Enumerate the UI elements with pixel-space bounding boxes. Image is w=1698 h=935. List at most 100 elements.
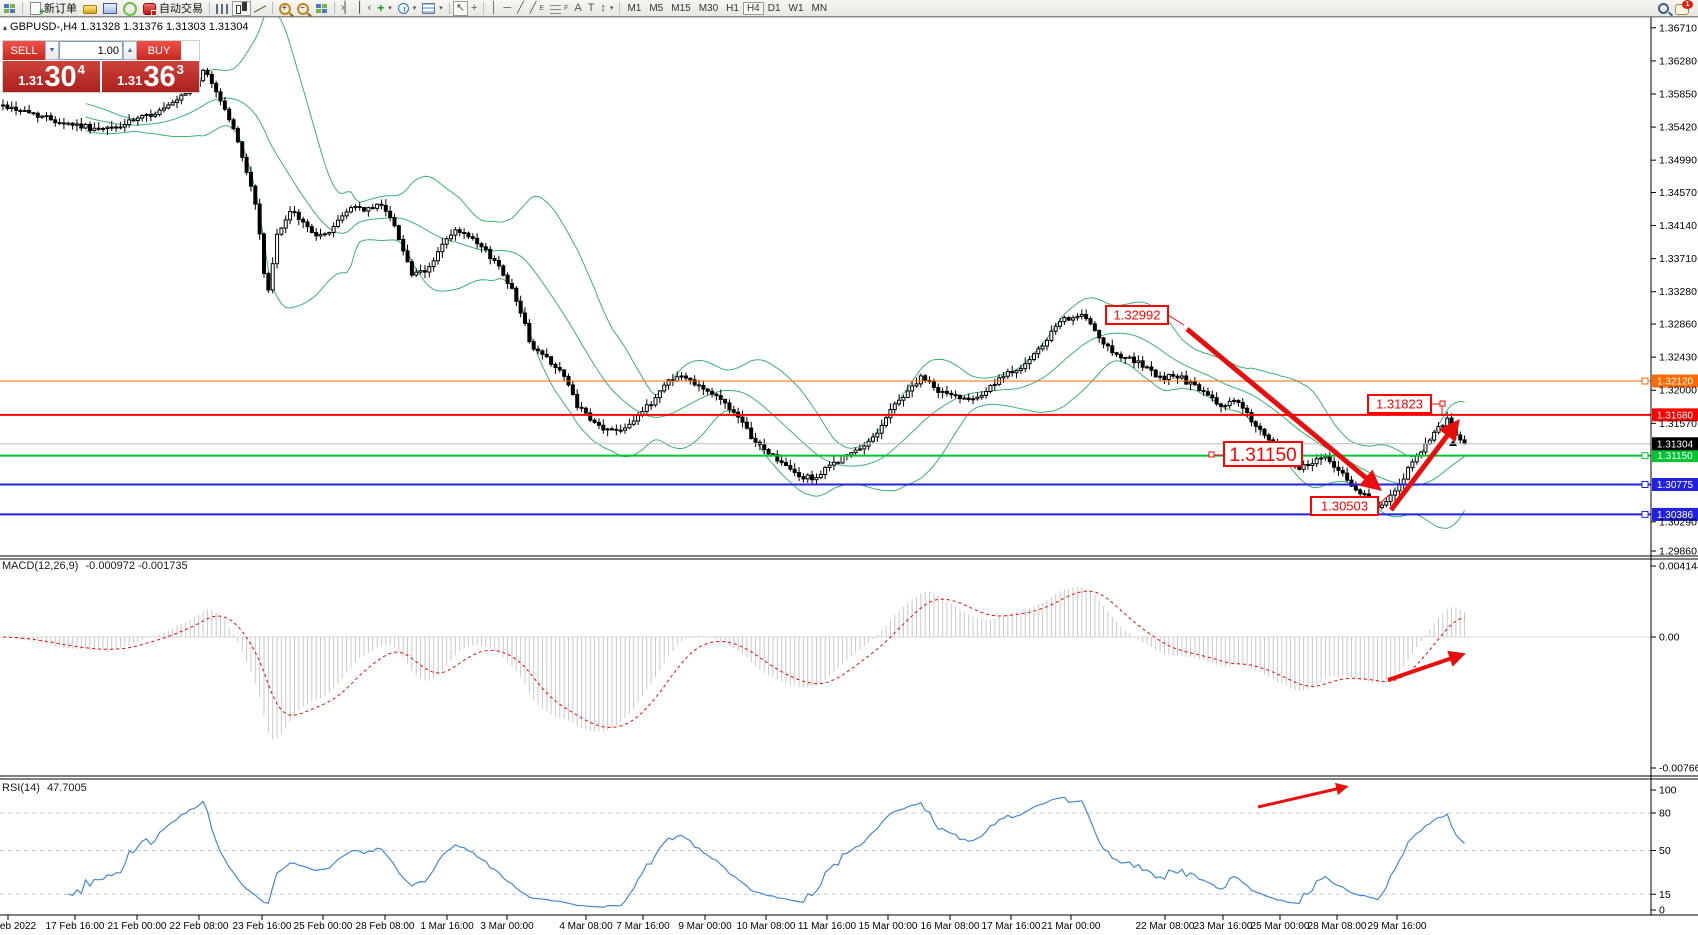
- crosshair-icon: +: [471, 2, 478, 14]
- time-axis-label: 7 Mar 16:00: [616, 921, 670, 932]
- bollinger-bands: [85, 17, 1466, 529]
- chart-shift-button[interactable]: ▏‹: [356, 1, 374, 16]
- line-chart-icon: [254, 3, 266, 13]
- new-order-button[interactable]: 新订单: [26, 1, 80, 18]
- arrows-icon: ↕: [600, 2, 606, 14]
- svg-text:1.31150: 1.31150: [1657, 451, 1693, 462]
- svg-text:1.33710: 1.33710: [1659, 253, 1697, 265]
- price-annotation-box[interactable]: [1367, 394, 1432, 414]
- volume-input[interactable]: [59, 41, 123, 60]
- templates-button[interactable]: [419, 1, 446, 16]
- add-indicator-button[interactable]: +: [374, 1, 395, 16]
- trendline-tool[interactable]: ╱: [514, 1, 527, 16]
- bar-chart-icon: [216, 3, 229, 14]
- timeframe-mn[interactable]: MN: [811, 2, 828, 14]
- timeframe-m1[interactable]: M1: [627, 2, 642, 14]
- candlestick-icon: [235, 2, 248, 14]
- symbol-ohlc-text: GBPUSD-,H4 1.31328 1.31376 1.31303 1.313…: [10, 21, 249, 33]
- time-axis-label: 23 Mar 16:00: [1194, 921, 1253, 932]
- search-icon: [1658, 3, 1669, 14]
- svg-text:1.32120: 1.32120: [1657, 377, 1694, 388]
- fibonacci-tool[interactable]: F: [547, 1, 571, 16]
- svg-text:80: 80: [1659, 808, 1671, 820]
- auto-scroll-button[interactable]: ›▏: [338, 1, 356, 16]
- rsi-pane-label: RSI(14) 47.7005: [2, 782, 87, 794]
- volume-increase-button[interactable]: ▲: [123, 41, 137, 60]
- time-axis-label: 25 Mar 00:00: [1251, 921, 1310, 932]
- timeframe-h1[interactable]: H1: [726, 2, 739, 14]
- price-annotation-text: 1.32992: [1114, 308, 1161, 323]
- chart-annotations[interactable]: 1.32992 1.31150 1.30503 1.31823: [1105, 305, 1466, 809]
- crosshair-tool[interactable]: +: [468, 1, 480, 16]
- timeframe-m5[interactable]: M5: [649, 2, 664, 14]
- time-axis-label: 16 Feb 2022: [0, 921, 37, 932]
- buy-price-sup: 3: [176, 62, 184, 77]
- price-annotation-text: 1.31150: [1229, 445, 1296, 466]
- arrows-tool[interactable]: ↕: [597, 1, 616, 16]
- buy-price-big: 36: [143, 61, 176, 93]
- vertical-line-icon: │: [490, 2, 498, 14]
- trend-arrow[interactable]: [1185, 327, 1382, 492]
- horizontal-line-tool[interactable]: ─: [500, 1, 514, 16]
- time-axis-label: 9 Mar 00:00: [678, 921, 732, 932]
- time-axis-label: 4 Mar 08:00: [559, 921, 613, 932]
- timeframe-m30[interactable]: M30: [698, 2, 719, 14]
- sell-button[interactable]: SELL: [3, 41, 45, 60]
- text-label-icon: T: [587, 2, 595, 14]
- equidistant-channel-tool[interactable]: ╱ E: [529, 2, 545, 14]
- cursor-tool[interactable]: ↖: [452, 0, 469, 16]
- svg-text:-0.007664: -0.007664: [1659, 763, 1698, 775]
- bar-chart-button[interactable]: [213, 1, 232, 16]
- svg-text:0.00: 0.00: [1659, 632, 1680, 644]
- price-annotation-box[interactable]: [1223, 441, 1303, 467]
- signals-button[interactable]: [120, 1, 140, 16]
- candlestick-chart-button[interactable]: [232, 0, 251, 16]
- sell-price-sup: 4: [77, 62, 85, 77]
- market-watch-button[interactable]: [80, 1, 100, 16]
- tile-windows-button[interactable]: [312, 1, 331, 16]
- publisher-button[interactable]: [100, 1, 120, 16]
- trend-arrow[interactable]: [1257, 782, 1349, 809]
- zoom-out-button[interactable]: −: [294, 1, 312, 16]
- time-axis-label: 29 Mar 16:00: [1368, 921, 1427, 932]
- autotrading-button[interactable]: 自动交易: [140, 1, 206, 16]
- timeframe-m15[interactable]: M15: [671, 2, 691, 14]
- timeframe-w1[interactable]: W1: [788, 2, 804, 14]
- volume-decrease-button[interactable]: ▼: [45, 41, 59, 60]
- svg-text:1.34570: 1.34570: [1659, 187, 1697, 199]
- time-axis-label: 25 Feb 00:00: [294, 921, 353, 932]
- buy-price-display[interactable]: 1.31 36 3: [102, 61, 199, 92]
- periods-button[interactable]: [395, 1, 420, 16]
- cursor-icon: ↖: [455, 2, 466, 14]
- search-button[interactable]: [1655, 1, 1672, 16]
- svg-text:1.30386: 1.30386: [1657, 510, 1694, 521]
- vertical-line-tool[interactable]: │: [487, 1, 500, 16]
- autotrading-icon: [143, 2, 157, 16]
- zoom-in-button[interactable]: +: [276, 1, 294, 16]
- zoom-in-icon: +: [279, 2, 291, 15]
- text-label-tool[interactable]: T: [585, 1, 598, 16]
- trend-arrow[interactable]: [1389, 418, 1460, 512]
- chart-icon[interactable]: [0, 1, 19, 16]
- time-axis-label: 22 Mar 08:00: [1136, 921, 1195, 932]
- time-axis-label: 17 Mar 16:00: [982, 921, 1041, 932]
- timeframe-h4[interactable]: H4: [742, 1, 764, 15]
- sell-price-display[interactable]: 1.31 30 4: [3, 61, 100, 92]
- timeframe-d1[interactable]: D1: [767, 2, 781, 14]
- price-annotation-box[interactable]: [1310, 496, 1379, 516]
- trend-arrow[interactable]: [1387, 650, 1466, 682]
- notifications-button[interactable]: 1: [1672, 0, 1693, 16]
- buy-button[interactable]: BUY: [137, 41, 181, 60]
- svg-text:1.31304: 1.31304: [1657, 439, 1694, 450]
- price-annotation-box[interactable]: [1105, 305, 1169, 325]
- horizontal-level-lines[interactable]: 1.32120 1.31680 1.31150 1.30775 1.30386 1.313…: [0, 374, 1698, 521]
- text-tool[interactable]: A: [571, 1, 584, 16]
- rsi-value: 47.7005: [46, 782, 87, 794]
- line-chart-button[interactable]: [251, 1, 269, 16]
- gold-icon: [83, 5, 97, 14]
- svg-text:1.34990: 1.34990: [1659, 155, 1697, 167]
- price-annotation-text: 1.30503: [1321, 499, 1368, 514]
- rsi-title: RSI(14): [2, 782, 40, 794]
